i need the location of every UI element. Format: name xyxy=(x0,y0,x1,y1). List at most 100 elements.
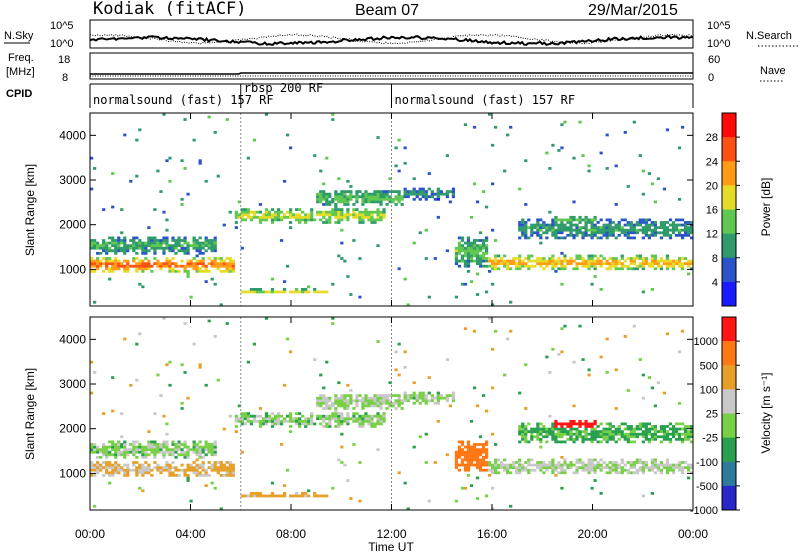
echo-cell xyxy=(605,231,609,235)
echo-cell xyxy=(313,422,317,426)
echo-cell xyxy=(665,231,670,235)
echo-cell xyxy=(258,290,263,294)
echo-cell xyxy=(334,190,338,193)
echo-cell xyxy=(466,257,471,260)
echo-cell xyxy=(114,246,118,250)
echo-cell xyxy=(397,404,401,408)
freq-label-1: Freq. xyxy=(8,52,34,64)
echo-cell xyxy=(90,468,94,472)
echo-cell xyxy=(542,259,546,263)
echo-cell xyxy=(192,471,196,475)
echo-cell xyxy=(653,437,658,441)
echo-cell xyxy=(554,425,558,428)
echo-cell xyxy=(536,257,540,260)
echo-cell xyxy=(135,251,139,255)
echo-cell xyxy=(671,231,676,235)
echo-cell xyxy=(228,210,232,214)
echo-cell xyxy=(506,267,510,271)
echo-cell xyxy=(243,208,247,211)
echo-cell xyxy=(93,269,97,273)
echo-cell xyxy=(521,430,525,433)
echo-cell xyxy=(135,440,139,444)
echo-cell xyxy=(472,259,477,263)
echo-cell xyxy=(590,435,594,439)
echo-cell xyxy=(186,476,190,480)
echo-cell xyxy=(313,494,317,498)
echo-cell xyxy=(105,262,109,266)
echo-cell xyxy=(554,440,558,444)
echo-cell xyxy=(542,257,546,260)
echo-cell xyxy=(183,267,187,271)
echo-cell xyxy=(231,262,235,266)
echo-cell xyxy=(557,463,561,467)
echo-cell xyxy=(135,450,139,454)
echo-cell xyxy=(249,210,254,214)
echo-cell xyxy=(620,458,624,462)
echo-cell xyxy=(436,215,440,219)
echo-cell xyxy=(563,463,567,467)
echo-cell xyxy=(328,203,332,206)
echo-cell xyxy=(403,365,407,369)
echo-cell xyxy=(123,241,127,245)
echo-cell xyxy=(198,440,202,444)
echo-cell xyxy=(114,468,118,472)
echo-cell xyxy=(349,401,353,405)
cpid-segment-label: normalsound (fast) 157 RF xyxy=(395,93,576,107)
echo-cell xyxy=(349,192,353,196)
echo-cell xyxy=(367,197,371,201)
echo-cell xyxy=(524,430,528,433)
echo-cell xyxy=(683,435,688,439)
echo-cell xyxy=(180,264,184,268)
echo-cell xyxy=(231,466,235,470)
echo-cell xyxy=(533,259,537,263)
echo-cell xyxy=(313,287,317,291)
echo-cell xyxy=(512,257,516,260)
echo-cell xyxy=(671,427,676,431)
echo-cell xyxy=(674,218,679,222)
echo-cell xyxy=(620,422,624,426)
echo-cell xyxy=(647,228,651,232)
echo-cell xyxy=(282,383,287,387)
echo-cell xyxy=(210,468,214,472)
echo-cell xyxy=(174,246,178,250)
echo-cell xyxy=(563,226,567,229)
echo-cell xyxy=(216,262,220,266)
echo-cell xyxy=(129,468,133,472)
echo-cell xyxy=(129,448,133,452)
echo-cell xyxy=(313,290,317,294)
echo-cell xyxy=(273,210,278,214)
echo-cell xyxy=(521,221,525,224)
echo-cell xyxy=(490,386,495,390)
echo-cell xyxy=(457,259,462,263)
echo-cell xyxy=(641,259,645,263)
echo-cell xyxy=(478,257,483,260)
echo-cell xyxy=(509,329,513,333)
echo-cell xyxy=(234,213,238,217)
echo-cell xyxy=(397,267,401,271)
echo-cell xyxy=(114,267,118,271)
echo-cell xyxy=(638,466,642,470)
echo-cell xyxy=(554,236,558,240)
echo-cell xyxy=(469,254,474,258)
echo-cell xyxy=(240,246,244,250)
echo-cell xyxy=(539,445,543,449)
echo-cell xyxy=(524,231,528,235)
echo-cell xyxy=(90,257,94,260)
echo-cell xyxy=(325,414,329,418)
echo-cell xyxy=(635,231,639,235)
echo-cell xyxy=(689,228,693,232)
echo-cell xyxy=(159,267,163,271)
echo-cell xyxy=(623,335,627,338)
echo-cell xyxy=(581,466,585,470)
echo-cell xyxy=(665,267,670,271)
echo-cell xyxy=(117,440,121,444)
echo-cell xyxy=(545,466,549,470)
echo-cell xyxy=(614,262,618,266)
echo-cell xyxy=(337,425,341,428)
echo-cell xyxy=(545,430,549,433)
echo-cell xyxy=(270,494,275,498)
echo-cell xyxy=(105,241,109,245)
echo-cell xyxy=(138,264,142,268)
echo-cell xyxy=(524,203,528,206)
echo-cell xyxy=(96,468,100,472)
